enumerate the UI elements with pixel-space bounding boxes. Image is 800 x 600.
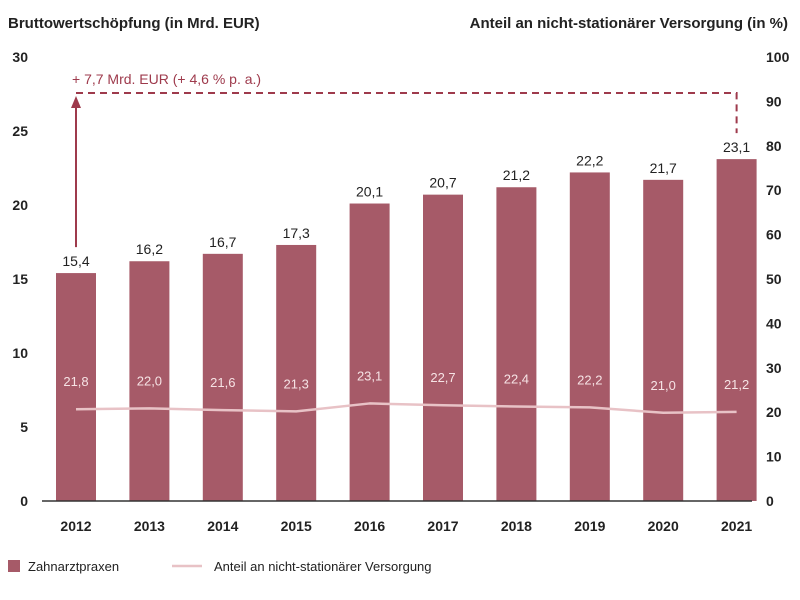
bar-value-label: 16,2: [136, 241, 163, 257]
x-tick-label: 2015: [281, 518, 312, 534]
right-tick-label: 100: [766, 49, 790, 65]
line-labels: 21,8 22,0 21,6 21,3 23,1 22,7 22,4 22,2 21,0 21,2: [63, 368, 749, 392]
legend-bar-label: Zahnarztpraxen: [28, 559, 119, 574]
line-value-label: 21,6: [210, 375, 235, 390]
bar-value-label: 23,1: [723, 139, 750, 155]
x-tick-label: 2016: [354, 518, 385, 534]
bar-value-label: 17,3: [283, 225, 310, 241]
line-series-path: [75, 402, 737, 415]
bar: [349, 203, 390, 501]
growth-annotation-text: + 7,7 Mrd. EUR (+ 4,6 % p. a.): [72, 71, 261, 87]
legend: Zahnarztpraxen Anteil an nicht-stationär…: [8, 559, 432, 574]
bar: [202, 253, 243, 501]
left-tick-label: 5: [20, 419, 28, 435]
right-tick-label: 20: [766, 404, 782, 420]
bar-value-label: 22,2: [576, 152, 603, 168]
right-tick-label: 80: [766, 138, 782, 154]
right-tick-label: 0: [766, 493, 774, 509]
left-tick-label: 20: [12, 197, 28, 213]
left-tick-label: 0: [20, 493, 28, 509]
line-value-label: 21,8: [63, 374, 88, 389]
bars: [56, 159, 757, 502]
x-tick-label: 2019: [574, 518, 605, 534]
line-value-label: 22,7: [430, 370, 455, 385]
x-tick-label: 2021: [721, 518, 752, 534]
line-value-label: 23,1: [357, 368, 382, 383]
x-axis-ticks: 2012 2013 2014 2015 2016 2017 2018 2019 2020 2021: [60, 518, 752, 534]
x-tick-label: 2018: [501, 518, 532, 534]
bar: [496, 187, 537, 502]
legend-line-label: Anteil an nicht-stationärer Versorgung: [214, 559, 432, 574]
left-tick-label: 10: [12, 345, 28, 361]
bar: [643, 179, 684, 501]
bar-value-label: 21,2: [503, 167, 530, 183]
line-value-label: 21,0: [651, 378, 676, 393]
left-axis-ticks: 0 5 10 15 20 25 30: [12, 49, 28, 509]
x-tick-label: 2013: [134, 518, 165, 534]
right-tick-label: 70: [766, 182, 782, 198]
left-axis-title: Bruttowertschöpfung (in Mrd. EUR): [8, 15, 260, 32]
x-tick-label: 2020: [648, 518, 679, 534]
bar: [129, 261, 170, 501]
line-value-label: 22,4: [504, 372, 529, 387]
left-tick-label: 15: [12, 271, 28, 287]
right-tick-label: 50: [766, 271, 782, 287]
bar-value-label: 21,7: [650, 160, 677, 176]
growth-annotation: + 7,7 Mrd. EUR (+ 4,6 % p. a.): [71, 71, 738, 248]
x-tick-label: 2014: [207, 518, 238, 534]
line-value-label: 22,2: [577, 372, 602, 387]
bar-value-label: 20,7: [429, 175, 456, 191]
bar-labels: 15,4 16,2 16,7 17,3 20,1 20,7 21,2 22,2 21,7 23,1: [62, 139, 750, 269]
line-value-label: 21,2: [724, 377, 749, 392]
bar-value-label: 16,7: [209, 234, 236, 250]
growth-dashed-bracket: [76, 92, 738, 134]
right-axis-title: Anteil an nicht-stationärer Versorgung (…: [470, 15, 788, 32]
bar-value-label: 15,4: [62, 253, 89, 269]
x-tick-label: 2012: [60, 518, 91, 534]
right-tick-label: 40: [766, 315, 782, 331]
right-tick-label: 90: [766, 93, 782, 109]
growth-arrow-head: [71, 96, 81, 108]
x-tick-label: 2017: [427, 518, 458, 534]
line-value-label: 21,3: [284, 376, 309, 391]
bar: [423, 194, 463, 501]
right-axis-ticks: 0 10 20 30 40 50 60 70 80 90 100: [766, 49, 790, 509]
bar: [56, 273, 96, 501]
right-tick-label: 10: [766, 449, 782, 465]
right-tick-label: 30: [766, 360, 782, 376]
bar: [569, 172, 610, 501]
line-series: [75, 402, 737, 415]
left-tick-label: 25: [12, 123, 28, 139]
legend-bar-swatch: [8, 560, 20, 572]
bar: [716, 159, 757, 501]
right-tick-label: 60: [766, 227, 782, 243]
left-tick-label: 30: [12, 49, 28, 65]
bar-value-label: 20,1: [356, 184, 383, 200]
line-value-label: 22,0: [137, 373, 162, 388]
bar: [276, 244, 317, 501]
